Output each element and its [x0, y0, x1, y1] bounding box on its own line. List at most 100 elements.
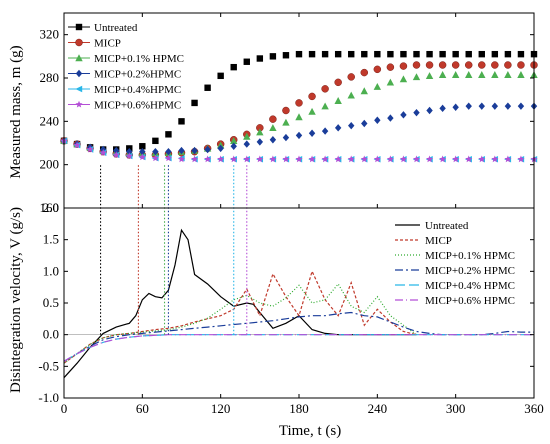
mass-point: [361, 50, 368, 58]
mass-point: [191, 146, 198, 155]
mass-point: [439, 155, 447, 163]
mass-point: [230, 155, 238, 163]
x-axis-label: Time, t (s): [279, 423, 341, 439]
mass-point: [413, 108, 420, 117]
mass-point: [452, 155, 460, 163]
mass-point: [504, 61, 512, 69]
mass-point: [438, 71, 447, 78]
y-axis-label-mass: Measured mass, m (g): [8, 45, 24, 178]
velocity-series-0: [63, 228, 417, 379]
mass-point: [269, 155, 277, 163]
legend-marker: [75, 38, 83, 47]
mass-point: [348, 50, 355, 58]
legend-label-mass: MICP: [94, 38, 121, 50]
y-tick-label-velocity: 1.0: [43, 263, 59, 278]
mass-point: [387, 114, 394, 122]
mass-point: [269, 136, 277, 144]
mass-point: [464, 61, 473, 69]
mass-point: [491, 155, 499, 163]
mass-point: [139, 143, 146, 150]
mass-point: [399, 155, 407, 163]
mass-point: [478, 61, 486, 69]
mass-point: [165, 147, 172, 156]
mass-point: [178, 146, 185, 155]
mass-point: [334, 155, 342, 163]
mass-point: [451, 71, 460, 78]
legend-label-mass: MICP+0.4%HPMC: [94, 84, 181, 96]
legend-marker: [75, 100, 83, 108]
mass-point: [86, 145, 94, 153]
mass-point: [426, 106, 433, 115]
mass-point: [113, 146, 120, 155]
mass-point: [138, 153, 146, 161]
y-tick-label-velocity: 2.0: [43, 200, 59, 215]
mass-point: [308, 155, 316, 163]
mass-point: [125, 152, 133, 159]
y-tick-label-mass: 200: [40, 157, 60, 172]
mass-panel: [60, 50, 538, 163]
legend-marker: [75, 54, 83, 62]
mass-point: [126, 147, 133, 156]
legend-mass: Untreated MICP MICP+0.1% HPMC MICP+0.2%HPMC…: [68, 22, 184, 112]
legend-label-velocity: MICP+0.1% HPMC: [425, 250, 515, 262]
mass-point: [374, 116, 381, 124]
mass-point: [426, 155, 434, 163]
mass-point: [360, 155, 368, 163]
mass-point: [334, 50, 342, 58]
mass-point: [308, 107, 316, 115]
mass-point: [373, 155, 381, 163]
mass-point: [504, 102, 512, 110]
legend-label-velocity: MICP+0.4% HPMC: [425, 280, 515, 292]
mass-point: [399, 75, 408, 83]
threshold-lines: [100, 165, 248, 335]
mass-point: [452, 50, 459, 58]
mass-point: [269, 53, 277, 60]
mass-point: [152, 137, 159, 145]
mass-point: [426, 50, 433, 58]
mass-point: [243, 58, 250, 65]
mass-point: [204, 84, 211, 91]
mass-point: [204, 155, 212, 163]
mass-point: [387, 50, 394, 58]
mass-point: [321, 50, 329, 58]
mass-point: [361, 119, 368, 128]
y-tick-label-velocity: 0.5: [43, 295, 59, 310]
mass-point: [139, 147, 146, 156]
mass-point: [151, 154, 159, 162]
x-tick-label: 60: [136, 401, 149, 416]
mass-point: [478, 102, 485, 110]
mass-point: [360, 87, 368, 95]
mass-point: [373, 65, 382, 74]
mass-point: [400, 50, 407, 58]
mass-point: [243, 155, 251, 163]
mass-point: [217, 155, 225, 163]
mass-point: [243, 132, 251, 140]
velocity-series-2: [63, 282, 417, 364]
mass-point: [348, 121, 355, 130]
mass-point: [243, 140, 250, 148]
x-tick-label: 0: [61, 401, 68, 416]
legend-label-velocity: MICP: [425, 235, 452, 247]
mass-point: [399, 62, 408, 70]
mass-point: [191, 99, 198, 107]
mass-point: [334, 78, 342, 87]
tick-labels: 0 60 120 180 240 300 360 160 200 240 280 320 -1.0 -0.…: [38, 13, 544, 416]
mass-point: [321, 102, 329, 110]
mass-point: [478, 155, 486, 163]
mass-point: [517, 61, 525, 69]
mass-point: [412, 73, 421, 81]
legend-marker: [75, 85, 83, 93]
mass-point: [478, 71, 486, 78]
mass-point: [425, 72, 434, 80]
legend-label-mass: MICP+0.2%HPMC: [94, 69, 181, 81]
mass-point: [177, 155, 186, 163]
mass-point: [347, 73, 355, 81]
mass-point: [295, 155, 303, 163]
mass-point: [112, 151, 120, 158]
mass-point: [491, 61, 499, 69]
mass-point: [451, 61, 460, 69]
mass-point: [491, 102, 499, 110]
mass-point: [412, 155, 421, 163]
mass-point: [282, 155, 290, 163]
